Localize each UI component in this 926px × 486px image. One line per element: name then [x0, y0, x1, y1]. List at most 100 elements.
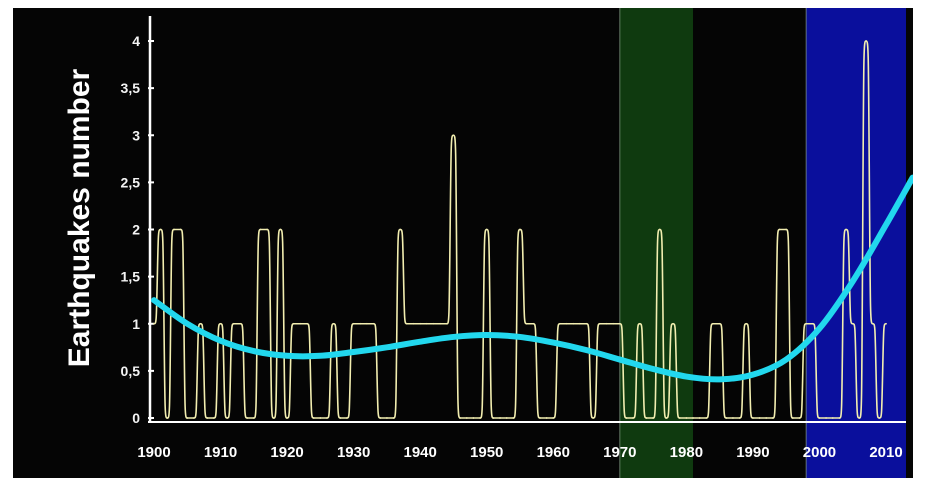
y-tick-label: 3: [132, 127, 140, 143]
annual-count-point: [519, 228, 521, 231]
annual-count-point: [658, 228, 661, 231]
x-tick-labels: 1900 1910 1920 1930 1940 1950 1960 1970 1980 1990…: [137, 444, 902, 461]
annual-count-point: [299, 322, 302, 325]
annual-counts-line: [153, 40, 887, 419]
chart: 00,511,522,533,54 1900 1910 1920 1930 1940 19…: [63, 8, 913, 478]
annual-count-point: [359, 322, 362, 325]
annual-count-point: [193, 417, 195, 419]
annual-count-point: [439, 322, 442, 325]
annual-count-point: [399, 228, 402, 231]
annual-count-point: [625, 417, 628, 419]
annual-count-point: [272, 417, 275, 419]
x-tick-label: 1900: [137, 444, 170, 461]
annual-count-point: [585, 322, 588, 325]
y-tick-label: 4: [132, 33, 140, 49]
y-tick-label: 1,5: [121, 269, 141, 285]
x-tick-label: 1960: [537, 444, 570, 461]
annual-count-point: [805, 322, 808, 325]
annual-count-point: [259, 228, 262, 231]
y-tick-label: 2: [132, 222, 140, 238]
annual-count-point: [419, 322, 422, 325]
annual-count-point: [153, 322, 155, 325]
chart-frame: 0 0,5 1 1,5 2 2,5 3 3,5 4 1900 1910 1920 1930 1940 19…: [13, 8, 913, 478]
annual-count-point: [339, 417, 342, 419]
annual-count-point: [492, 417, 495, 419]
y-tick-label: 2,5: [121, 174, 141, 190]
annual-count-point: [199, 322, 202, 325]
annual-count-point: [319, 417, 322, 419]
annual-count-point: [871, 322, 874, 325]
annual-count-point: [665, 417, 668, 419]
annual-count-point: [312, 417, 315, 419]
annual-count-point: [379, 417, 382, 419]
annual-count-point: [632, 417, 635, 419]
annual-count-point: [532, 322, 535, 325]
annual-count-point: [672, 322, 674, 325]
annual-count-point: [785, 228, 788, 231]
annual-count-point: [618, 322, 621, 325]
annual-count-point: [246, 417, 249, 419]
annual-count-point: [712, 322, 714, 325]
annual-count-point: [851, 322, 854, 325]
annual-count-point: [718, 322, 721, 325]
annual-count-point: [752, 417, 754, 419]
annual-count-point: [266, 228, 269, 231]
annual-count-point: [412, 322, 415, 325]
annual-count-point: [219, 322, 222, 325]
annual-count-point: [366, 322, 368, 325]
x-tick-label: 1980: [670, 444, 703, 461]
annual-count-point: [392, 417, 395, 419]
annual-count-point: [279, 228, 282, 231]
annual-count-point: [692, 417, 694, 419]
annual-count-point: [732, 417, 734, 419]
shaded-region-1: [619, 8, 694, 478]
annual-count-point: [405, 322, 408, 325]
annual-count-point: [512, 417, 515, 419]
annual-count-point: [286, 417, 288, 419]
annual-count-point: [831, 417, 834, 419]
trend-line: [151, 174, 913, 383]
annual-count-point: [479, 417, 481, 419]
annual-count-point: [592, 417, 595, 419]
annual-count-point: [212, 417, 215, 419]
annual-count-point: [552, 417, 555, 419]
annual-count-point: [745, 322, 748, 325]
annual-count-point: [638, 322, 641, 325]
annual-count-point: [811, 322, 814, 325]
annual-count-point: [465, 417, 468, 419]
annual-count-point: [791, 417, 794, 419]
annual-count-point: [612, 322, 615, 325]
annual-count-point: [166, 417, 169, 419]
annual-count-point: [432, 322, 435, 325]
annual-count-point: [705, 417, 708, 419]
annual-count-point: [771, 417, 774, 419]
annual-count-point: [239, 322, 242, 325]
y-tick-label: 0,5: [121, 363, 141, 379]
annual-count-point: [386, 417, 388, 419]
annual-count-point: [678, 417, 681, 419]
series-layer: [151, 40, 913, 419]
annual-count-point: [559, 322, 561, 325]
annual-count-point: [725, 417, 728, 419]
annual-count-point: [179, 228, 182, 231]
annual-count-point: [186, 417, 189, 419]
annual-count-point: [472, 417, 475, 419]
annual-count-point: [173, 228, 175, 231]
annual-count-point: [652, 417, 654, 419]
annual-count-point: [525, 322, 528, 325]
annual-count-point: [292, 322, 295, 325]
annual-count-point: [578, 322, 581, 325]
annual-count-point: [798, 417, 801, 419]
annual-count-point: [572, 322, 575, 325]
axes: [148, 16, 906, 423]
annual-count-point: [232, 322, 235, 325]
annual-count-point: [485, 228, 488, 231]
annual-count-point: [499, 417, 501, 419]
annual-count-point: [372, 322, 375, 325]
annual-count-point: [545, 417, 548, 419]
x-tick-label: 2010: [869, 444, 902, 461]
annual-count-point: [858, 417, 861, 419]
annual-count-point: [346, 417, 348, 419]
annual-count-point: [159, 228, 162, 231]
annual-count-point: [698, 417, 701, 419]
